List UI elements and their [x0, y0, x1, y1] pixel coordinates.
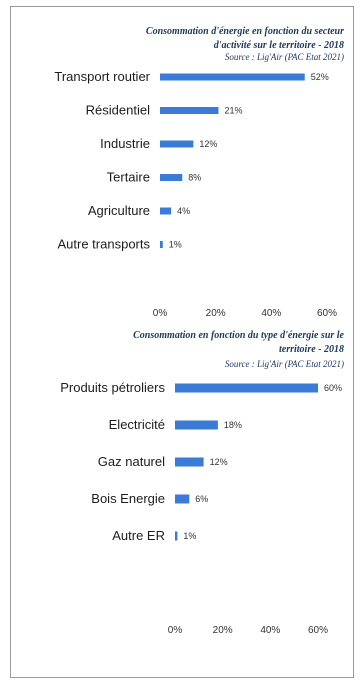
bar	[160, 174, 183, 181]
category-label: Agriculture	[88, 203, 150, 218]
data-label: 4%	[177, 206, 190, 216]
bar	[175, 457, 204, 467]
category-label: Electricité	[109, 417, 165, 432]
chart-title-line: d'activité sur le territoire - 2018	[214, 40, 344, 51]
category-label: Industrie	[100, 136, 150, 151]
data-label: 21%	[224, 106, 242, 116]
x-tick-label: 0%	[168, 625, 183, 636]
bar	[175, 531, 178, 541]
x-tick-label: 40%	[261, 308, 281, 319]
category-label: Autre transports	[58, 237, 151, 252]
chart-source: Source : Lig'Air (PAC Etat 2021)	[225, 52, 344, 62]
bar	[160, 140, 194, 148]
data-label: 1%	[183, 531, 196, 541]
bar	[160, 241, 163, 248]
bar	[160, 207, 172, 215]
bar	[160, 107, 219, 114]
category-label: Produits pétroliers	[60, 380, 165, 395]
data-label: 60%	[324, 383, 342, 393]
data-label: 6%	[195, 494, 208, 504]
data-label: 18%	[224, 420, 242, 430]
x-tick-label: 60%	[317, 308, 337, 319]
chart-title: Consommation en fonction du type d'énerg…	[133, 330, 344, 355]
category-label: Gaz naturel	[98, 454, 165, 469]
chart-title-line: Consommation d'énergie en fonction du se…	[146, 26, 344, 37]
bar	[160, 73, 305, 81]
x-tick-label: 20%	[213, 625, 233, 636]
data-label: 12%	[199, 139, 217, 149]
data-label: 8%	[188, 173, 201, 183]
x-tick-label: 20%	[206, 308, 226, 319]
x-tick-label: 40%	[260, 625, 280, 636]
x-tick-label: 0%	[153, 308, 168, 319]
chart-source: Source : Lig'Air (PAC Etat 2021)	[225, 359, 344, 369]
category-label: Tertaire	[107, 170, 150, 185]
figure-frame	[10, 6, 354, 678]
data-label: 52%	[311, 72, 329, 82]
chart-title-line: Consommation en fonction du type d'énerg…	[133, 330, 344, 341]
chart-title-line: territoire - 2018	[279, 344, 344, 355]
bar	[175, 494, 190, 504]
data-label: 1%	[169, 240, 182, 250]
category-label: Résidentiel	[86, 103, 150, 118]
category-label: Autre ER	[112, 528, 165, 543]
category-label: Transport routier	[54, 69, 150, 84]
x-tick-label: 60%	[308, 625, 328, 636]
category-label: Bois Energie	[91, 491, 165, 506]
chart-title: Consommation d'énergie en fonction du se…	[146, 26, 344, 51]
bar	[175, 420, 218, 430]
bar	[175, 383, 318, 393]
data-label: 12%	[210, 457, 228, 467]
